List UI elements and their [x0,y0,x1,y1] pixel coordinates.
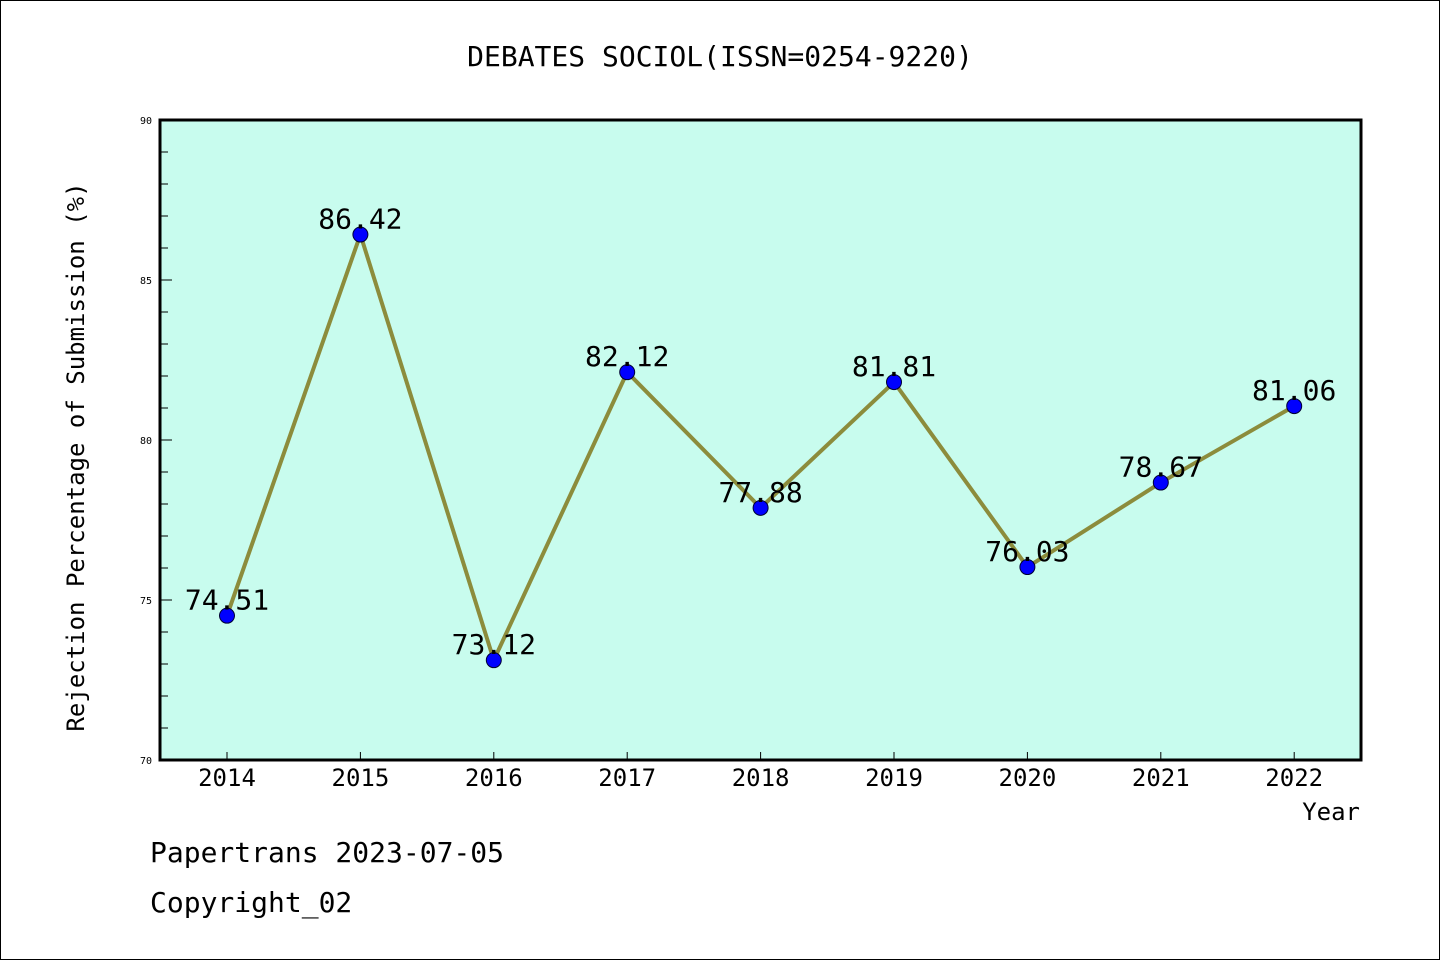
x-tick-label: 2021 [1132,764,1190,792]
y-tick-label: 85 [140,276,152,287]
x-axis-label: Year [1302,798,1360,826]
data-label: 74.51 [185,584,269,617]
y-axis-label: Rejection Percentage of Submission (%) [62,182,90,731]
data-points [219,226,1303,669]
y-tick-label: 80 [140,436,152,447]
x-tick-label: 2022 [1265,764,1323,792]
data-label: 81.06 [1252,374,1336,407]
chart-title: DEBATES SOCIOL(ISSN=0254-9220) [467,40,973,73]
x-tick-label: 2020 [999,764,1057,792]
data-point [619,364,636,381]
data-point [1286,398,1303,415]
data-label: 82.12 [585,340,669,373]
data-point [752,499,769,516]
data-point [352,226,369,243]
data-label: 77.88 [718,476,802,509]
x-tick-label: 2015 [332,764,390,792]
x-tick-label: 2019 [865,764,923,792]
axis-ticks [160,119,1295,761]
x-tick-label: 2014 [198,764,256,792]
x-tick-label: 2016 [465,764,523,792]
y-tick-label: 75 [140,596,152,607]
footer-date: Papertrans 2023-07-05 [150,836,505,869]
data-labels: 74.51 86.42 73.12 82.12 77.88 81.81 76.03 78.67… [185,203,1336,662]
y-tick-label: 90 [140,116,152,127]
footer-copyright: Copyright_02 [150,886,353,919]
y-tick-label: 70 [140,756,152,767]
data-label: 86.42 [318,203,402,236]
x-tick-label: 2017 [598,764,656,792]
data-label: 76.03 [985,535,1069,568]
x-tick-label: 2018 [732,764,790,792]
data-label: 78.67 [1119,451,1203,484]
data-point [1152,474,1169,491]
data-point [485,652,502,669]
data-label: 81.81 [852,350,936,383]
y-tick-labels: 70 75 80 85 90 [140,116,152,767]
x-tick-labels: 2014 2015 2016 2017 2018 2019 2020 2021 2022 [198,764,1323,792]
data-label: 73.12 [452,628,536,661]
data-point [886,374,902,391]
data-point [219,607,235,624]
data-point [1019,559,1036,576]
